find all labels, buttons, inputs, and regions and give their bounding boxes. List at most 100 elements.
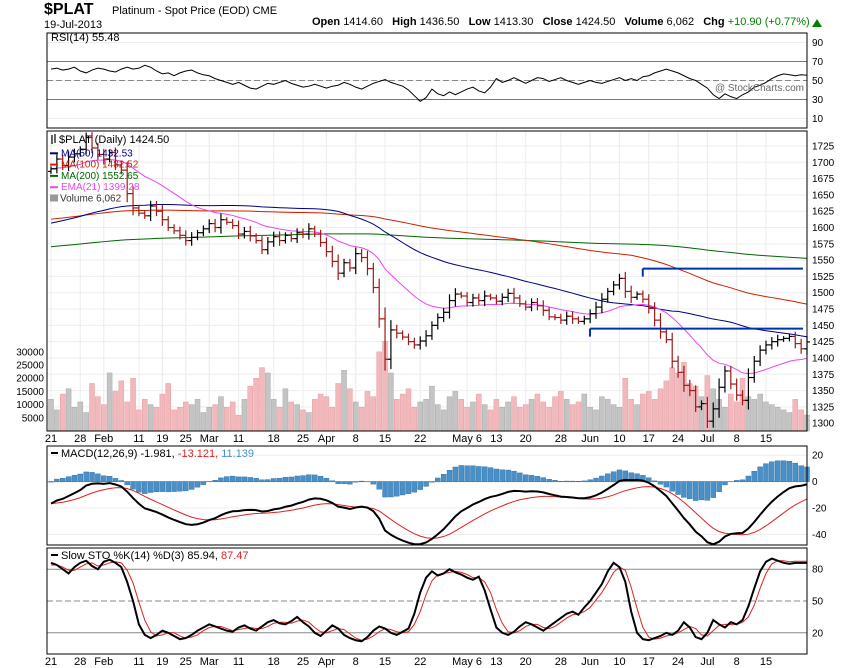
ohlc-bar xyxy=(358,248,365,263)
ohlc-bar xyxy=(651,302,658,327)
volume-bar xyxy=(253,377,259,432)
volume-bar xyxy=(499,407,506,432)
ohlc-bar xyxy=(223,217,230,225)
date-tick-label: 11 xyxy=(133,433,144,445)
volume-bar xyxy=(83,412,89,432)
ohlc-bar xyxy=(165,216,172,232)
macd-histogram-bar xyxy=(124,481,130,486)
macd-histogram-bar xyxy=(54,478,60,482)
volume-bar xyxy=(317,393,324,432)
volume-bar xyxy=(77,401,84,432)
macd-histogram-bar xyxy=(159,481,166,492)
date-tick-label: 20 xyxy=(520,656,532,668)
ohlc-bar xyxy=(212,218,219,233)
date-tick-label: May 6 xyxy=(452,656,482,668)
macd-histogram-bar xyxy=(312,474,318,482)
macd-histogram-bar xyxy=(276,478,283,482)
date-tick-label: 11 xyxy=(133,656,144,668)
macd-histogram-bar xyxy=(487,467,494,482)
macd-histogram-bar xyxy=(710,481,716,498)
high-label: High xyxy=(392,16,417,28)
ohlc-bar xyxy=(229,219,236,229)
price-tick-label: 1450 xyxy=(812,321,835,332)
macd-histogram-bar xyxy=(388,481,394,498)
ohlc-bar xyxy=(757,345,764,367)
rsi-tick-label: 90 xyxy=(812,38,824,49)
low-label: Low xyxy=(468,16,491,28)
date-tick-label: 21 xyxy=(45,433,57,445)
volume-bar xyxy=(247,385,254,432)
volume-bar xyxy=(558,391,564,432)
volume-bar xyxy=(616,407,623,432)
volume-bar xyxy=(136,409,142,432)
macd-histogram-bar xyxy=(171,481,177,492)
volume-bar xyxy=(71,407,78,432)
ohlc-bar xyxy=(657,313,664,339)
price-tick-label: 1300 xyxy=(812,419,835,430)
volume-bar xyxy=(259,367,265,432)
macd-histogram-bar xyxy=(417,481,423,490)
date-tick-label: 21 xyxy=(45,656,57,668)
macd-histogram-bar xyxy=(95,473,101,482)
volume-bar xyxy=(604,399,611,432)
date-tick-label: 24 xyxy=(672,433,684,445)
date-tick-label: Jun xyxy=(581,656,599,668)
ohlc-bar xyxy=(352,247,359,275)
ohlc-bar xyxy=(505,288,512,302)
ohlc-bar xyxy=(552,314,558,321)
volume-tick-label: 15000 xyxy=(16,387,44,398)
volume-bar xyxy=(722,407,728,432)
macd-histogram-bar xyxy=(692,481,699,501)
ohlc-bar xyxy=(481,290,488,307)
ohlc-bar xyxy=(276,231,283,246)
volume-bar xyxy=(183,401,189,432)
ohlc-bar xyxy=(628,285,635,304)
macd-histogram-bar xyxy=(786,460,793,482)
ohlc-bar xyxy=(71,148,78,163)
ohlc-bar xyxy=(118,160,125,175)
macd-signal-line xyxy=(50,486,808,539)
volume-tick-label: 20000 xyxy=(16,374,44,385)
ohlc-bar xyxy=(534,297,541,311)
macd-histogram-bar xyxy=(669,481,675,492)
up-arrow-icon xyxy=(812,19,822,27)
volume-bar xyxy=(493,399,500,432)
ohlc-bar xyxy=(329,245,336,268)
open-label: Open xyxy=(312,16,341,28)
macd-histogram-bar xyxy=(83,471,89,482)
macd-histogram-bar xyxy=(188,481,195,490)
date-tick-label: Jul xyxy=(700,433,714,445)
ohlc-bar xyxy=(235,220,242,239)
ohlc-bar xyxy=(546,307,553,321)
date-tick-label: Jun xyxy=(581,433,599,445)
high-value: 1436.50 xyxy=(419,16,460,28)
ohlc-bar xyxy=(581,315,588,325)
macd-histogram-bar xyxy=(376,481,382,490)
macd-histogram-bar xyxy=(769,461,775,482)
volume-bar xyxy=(423,399,429,432)
volume-bar xyxy=(628,399,634,432)
volume-bar xyxy=(733,401,740,432)
ohlc-bar xyxy=(376,278,383,328)
ohlc-bar xyxy=(282,232,289,244)
price-tick-label: 1500 xyxy=(812,288,835,299)
ohlc-bar xyxy=(616,273,623,290)
volume-bar xyxy=(130,377,136,432)
date-tick-label: 10 xyxy=(613,433,625,445)
macd-histogram-bar xyxy=(218,477,224,482)
ohlc-bar xyxy=(751,356,758,383)
rsi-tick-label: 30 xyxy=(812,95,824,106)
chart-date: 19-Jul-2013 xyxy=(44,19,103,31)
sto-d-value: 87.47 xyxy=(221,550,249,562)
volume-bar xyxy=(563,399,570,432)
macd-histogram-bar xyxy=(229,475,236,482)
ohlc-bar xyxy=(634,291,641,300)
volume-bar xyxy=(569,404,576,432)
volume-bar xyxy=(124,401,130,432)
macd-histogram-bar xyxy=(112,478,119,482)
ohlc-bar xyxy=(264,237,271,255)
macd-histogram-bar xyxy=(48,481,54,483)
ohlc-bar xyxy=(83,132,90,155)
